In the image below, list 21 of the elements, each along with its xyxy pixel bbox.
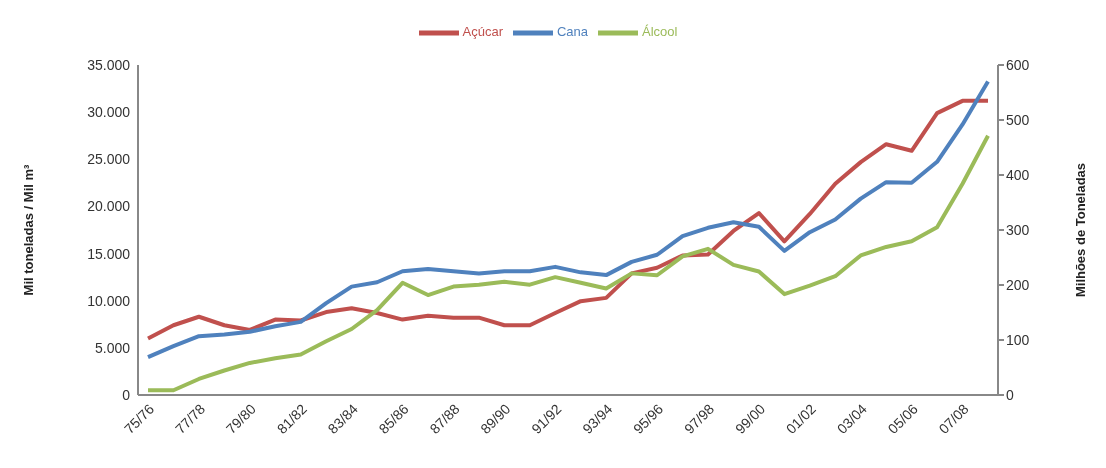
legend-label: Cana [556,24,589,40]
y2-tick-label: 0 [1006,386,1014,403]
y2-tick-label: 400 [1006,166,1030,183]
y-tick-label: 10.000 [87,292,131,309]
y-tick-label: 35.000 [87,56,131,73]
y2-axis-title: Milhões de Toneladas [1072,162,1088,298]
y2-tick-label: 100 [1006,331,1030,348]
y-tick-label: 20.000 [87,198,131,215]
y2-tick-label: 300 [1006,221,1030,238]
y2-tick-label: 500 [1006,111,1030,128]
y-tick-label: 25.000 [87,151,131,168]
y-tick-label: 5.000 [94,339,131,356]
legend-label: Álcool [642,24,678,40]
y-tick-label: 0 [122,386,131,403]
y2-tick-label: 200 [1006,276,1030,293]
line-series [146,133,990,393]
y-tick-label: 15.000 [87,245,131,262]
y2-tick-label: 600 [1006,56,1030,73]
legend-label: Açúcar [462,24,503,40]
y-tick-label: 30.000 [87,104,131,121]
y-axis-title: Mil toneladas / Mil m³ [20,163,36,296]
